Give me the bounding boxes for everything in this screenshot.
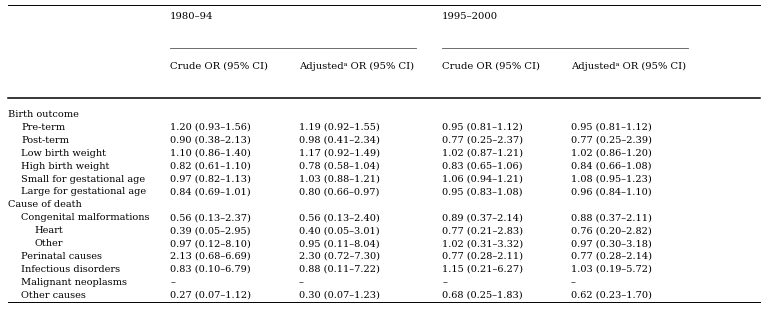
Text: High birth weight: High birth weight bbox=[22, 161, 109, 171]
Text: 0.77 (0.25–2.37): 0.77 (0.25–2.37) bbox=[442, 136, 524, 145]
Text: 0.68 (0.25–1.83): 0.68 (0.25–1.83) bbox=[442, 291, 523, 300]
Text: 0.77 (0.28–2.11): 0.77 (0.28–2.11) bbox=[442, 252, 524, 261]
Text: 0.88 (0.37–2.11): 0.88 (0.37–2.11) bbox=[571, 213, 651, 222]
Text: 0.97 (0.30–3.18): 0.97 (0.30–3.18) bbox=[571, 239, 651, 248]
Text: 1.02 (0.86–1.20): 1.02 (0.86–1.20) bbox=[571, 149, 651, 158]
Text: 1.10 (0.86–1.40): 1.10 (0.86–1.40) bbox=[170, 149, 251, 158]
Text: Other: Other bbox=[34, 239, 62, 248]
Text: –: – bbox=[170, 278, 175, 287]
Text: Heart: Heart bbox=[34, 226, 63, 235]
Text: 0.77 (0.28–2.14): 0.77 (0.28–2.14) bbox=[571, 252, 651, 261]
Text: 0.84 (0.69–1.01): 0.84 (0.69–1.01) bbox=[170, 187, 251, 197]
Text: 0.83 (0.65–1.06): 0.83 (0.65–1.06) bbox=[442, 161, 523, 171]
Text: Post-term: Post-term bbox=[22, 136, 69, 145]
Text: 1995–2000: 1995–2000 bbox=[442, 12, 498, 21]
Text: 1.19 (0.92–1.55): 1.19 (0.92–1.55) bbox=[298, 123, 379, 132]
Text: 1980–94: 1980–94 bbox=[170, 12, 214, 21]
Text: 0.27 (0.07–1.12): 0.27 (0.07–1.12) bbox=[170, 291, 251, 300]
Text: 1.20 (0.93–1.56): 1.20 (0.93–1.56) bbox=[170, 123, 251, 132]
Text: 0.56 (0.13–2.40): 0.56 (0.13–2.40) bbox=[298, 213, 379, 222]
Text: Infectious disorders: Infectious disorders bbox=[22, 265, 120, 274]
Text: 0.95 (0.81–1.12): 0.95 (0.81–1.12) bbox=[571, 123, 651, 132]
Text: 0.56 (0.13–2.37): 0.56 (0.13–2.37) bbox=[170, 213, 251, 222]
Text: Adjustedᵃ OR (95% CI): Adjustedᵃ OR (95% CI) bbox=[298, 62, 414, 71]
Text: 0.89 (0.37–2.14): 0.89 (0.37–2.14) bbox=[442, 213, 523, 222]
Text: 0.82 (0.61–1.10): 0.82 (0.61–1.10) bbox=[170, 161, 251, 171]
Text: Perinatal causes: Perinatal causes bbox=[22, 252, 103, 261]
Text: Adjustedᵃ OR (95% CI): Adjustedᵃ OR (95% CI) bbox=[571, 62, 685, 71]
Text: Large for gestational age: Large for gestational age bbox=[22, 187, 146, 197]
Text: 0.95 (0.81–1.12): 0.95 (0.81–1.12) bbox=[442, 123, 523, 132]
Text: 0.97 (0.12–8.10): 0.97 (0.12–8.10) bbox=[170, 239, 251, 248]
Text: Low birth weight: Low birth weight bbox=[22, 149, 106, 158]
Text: 0.90 (0.38–2.13): 0.90 (0.38–2.13) bbox=[170, 136, 251, 145]
Text: 0.76 (0.20–2.82): 0.76 (0.20–2.82) bbox=[571, 226, 651, 235]
Text: Pre-term: Pre-term bbox=[22, 123, 66, 132]
Text: 0.95 (0.83–1.08): 0.95 (0.83–1.08) bbox=[442, 187, 523, 197]
Text: 0.84 (0.66–1.08): 0.84 (0.66–1.08) bbox=[571, 161, 651, 171]
Text: 0.78 (0.58–1.04): 0.78 (0.58–1.04) bbox=[298, 161, 379, 171]
Text: Crude OR (95% CI): Crude OR (95% CI) bbox=[170, 62, 268, 71]
Text: 0.80 (0.66–0.97): 0.80 (0.66–0.97) bbox=[298, 187, 379, 197]
Text: 0.95 (0.11–8.04): 0.95 (0.11–8.04) bbox=[298, 239, 379, 248]
Text: 0.77 (0.21–2.83): 0.77 (0.21–2.83) bbox=[442, 226, 524, 235]
Text: 0.77 (0.25–2.39): 0.77 (0.25–2.39) bbox=[571, 136, 651, 145]
Text: 0.97 (0.82–1.13): 0.97 (0.82–1.13) bbox=[170, 174, 251, 184]
Text: Cause of death: Cause of death bbox=[8, 200, 82, 209]
Text: 1.17 (0.92–1.49): 1.17 (0.92–1.49) bbox=[298, 149, 379, 158]
Text: 0.62 (0.23–1.70): 0.62 (0.23–1.70) bbox=[571, 291, 651, 300]
Text: 0.40 (0.05–3.01): 0.40 (0.05–3.01) bbox=[298, 226, 379, 235]
Text: 1.08 (0.95–1.23): 1.08 (0.95–1.23) bbox=[571, 174, 651, 184]
Text: Other causes: Other causes bbox=[22, 291, 86, 300]
Text: 0.83 (0.10–6.79): 0.83 (0.10–6.79) bbox=[170, 265, 251, 274]
Text: 1.06 (0.94–1.21): 1.06 (0.94–1.21) bbox=[442, 174, 523, 184]
Text: 2.13 (0.68–6.69): 2.13 (0.68–6.69) bbox=[170, 252, 251, 261]
Text: Malignant neoplasms: Malignant neoplasms bbox=[22, 278, 127, 287]
Text: 1.15 (0.21–6.27): 1.15 (0.21–6.27) bbox=[442, 265, 524, 274]
Text: Crude OR (95% CI): Crude OR (95% CI) bbox=[442, 62, 540, 71]
Text: 0.98 (0.41–2.34): 0.98 (0.41–2.34) bbox=[298, 136, 379, 145]
Text: 1.02 (0.87–1.21): 1.02 (0.87–1.21) bbox=[442, 149, 524, 158]
Text: 1.03 (0.19–5.72): 1.03 (0.19–5.72) bbox=[571, 265, 651, 274]
Text: 0.88 (0.11–7.22): 0.88 (0.11–7.22) bbox=[298, 265, 379, 274]
Text: 0.30 (0.07–1.23): 0.30 (0.07–1.23) bbox=[298, 291, 379, 300]
Text: Birth outcome: Birth outcome bbox=[8, 110, 79, 119]
Text: 0.96 (0.84–1.10): 0.96 (0.84–1.10) bbox=[571, 187, 651, 197]
Text: –: – bbox=[571, 278, 575, 287]
Text: 1.03 (0.88–1.21): 1.03 (0.88–1.21) bbox=[298, 174, 379, 184]
Text: 2.30 (0.72–7.30): 2.30 (0.72–7.30) bbox=[298, 252, 379, 261]
Text: Small for gestational age: Small for gestational age bbox=[22, 174, 146, 184]
Text: –: – bbox=[442, 278, 447, 287]
Text: Congenital malformations: Congenital malformations bbox=[22, 213, 150, 222]
Text: –: – bbox=[298, 278, 304, 287]
Text: 0.39 (0.05–2.95): 0.39 (0.05–2.95) bbox=[170, 226, 251, 235]
Text: 1.02 (0.31–3.32): 1.02 (0.31–3.32) bbox=[442, 239, 524, 248]
